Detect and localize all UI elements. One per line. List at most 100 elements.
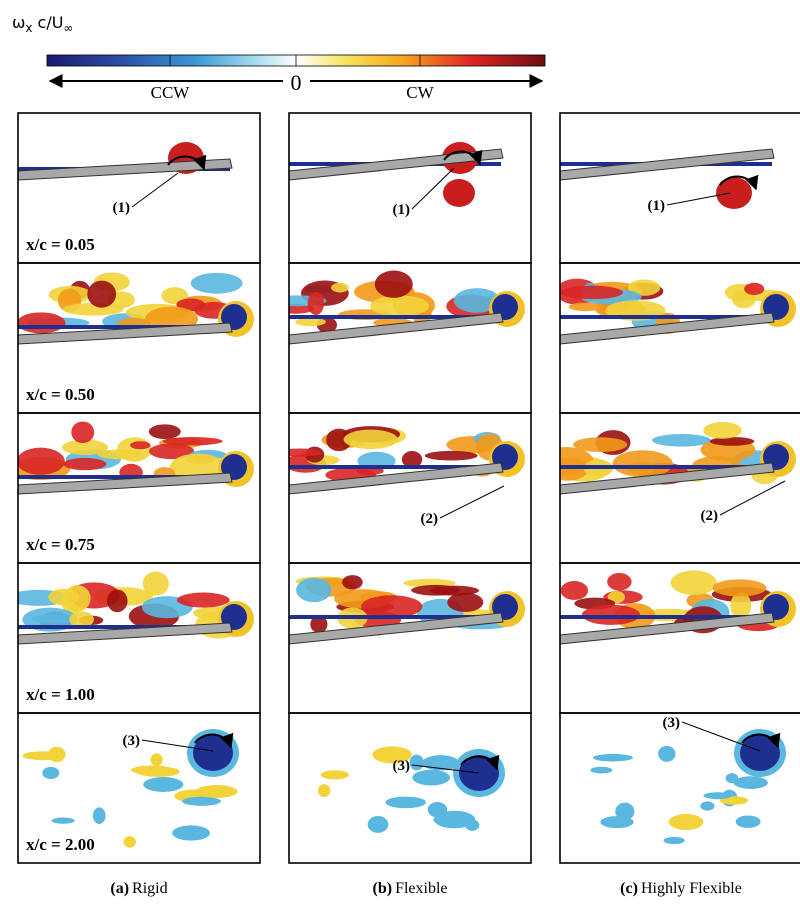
panel: (2) bbox=[279, 413, 531, 563]
blob bbox=[177, 593, 230, 608]
caption-name: Rigid bbox=[132, 880, 168, 897]
blob bbox=[130, 441, 150, 449]
column-caption: (b)Flexible bbox=[373, 880, 448, 897]
blob bbox=[658, 746, 675, 762]
blob bbox=[703, 422, 742, 439]
blob bbox=[123, 836, 135, 848]
blob bbox=[48, 747, 65, 762]
blob bbox=[143, 777, 183, 792]
panel-border bbox=[560, 113, 800, 263]
panel: x/c = 1.00 bbox=[8, 563, 260, 713]
vorticity-field bbox=[279, 426, 525, 494]
zero-label: 0 bbox=[291, 70, 302, 95]
blob bbox=[52, 818, 75, 824]
blob bbox=[64, 585, 91, 612]
blob bbox=[582, 605, 640, 625]
caption-name: Flexible bbox=[395, 880, 447, 897]
blob bbox=[425, 451, 478, 461]
blob bbox=[331, 283, 349, 293]
blob bbox=[410, 755, 424, 771]
rest-sub: ∞ bbox=[63, 21, 73, 35]
blob bbox=[669, 814, 704, 830]
vorticity-field bbox=[289, 142, 503, 207]
column-caption: (a)Rigid bbox=[110, 880, 167, 897]
panel: x/c = 0.05 (1) bbox=[18, 113, 260, 263]
blob bbox=[93, 807, 106, 824]
blob bbox=[172, 825, 210, 840]
blob bbox=[385, 797, 425, 809]
figure: ωxc/U∞ CCW 0 CW x/c = 0.05(1)(1)(1)x/c =… bbox=[0, 0, 800, 905]
blob bbox=[600, 816, 633, 828]
vorticity-field bbox=[10, 421, 254, 494]
annotation: (1) bbox=[648, 198, 666, 214]
annotation: (3) bbox=[393, 758, 411, 774]
symbol-sub: x bbox=[25, 21, 32, 35]
vorticity-field bbox=[590, 729, 786, 844]
blob bbox=[447, 593, 483, 612]
panel: x/c = 0.75 bbox=[10, 413, 260, 563]
blob bbox=[370, 295, 429, 316]
blob bbox=[664, 837, 685, 844]
annotation: (2) bbox=[421, 511, 439, 527]
blob bbox=[149, 424, 181, 439]
blob bbox=[151, 753, 163, 766]
symbol: ω bbox=[12, 13, 25, 32]
annotation: (1) bbox=[113, 200, 131, 216]
vorticity-field bbox=[537, 422, 796, 494]
vorticity-field bbox=[560, 570, 796, 644]
blob bbox=[342, 575, 363, 589]
panel: x/c = 2.00(3) bbox=[18, 713, 260, 863]
row-label: x/c = 0.05 bbox=[26, 235, 95, 254]
blob bbox=[344, 430, 398, 449]
blob bbox=[744, 283, 764, 295]
annotation: (1) bbox=[393, 202, 411, 218]
blob bbox=[107, 590, 128, 613]
blob bbox=[143, 572, 169, 596]
column-caption: (c)Highly Flexible bbox=[620, 880, 742, 897]
blob bbox=[42, 767, 59, 779]
blob bbox=[412, 770, 450, 786]
vorticity-field bbox=[289, 575, 525, 644]
caption-name: Highly Flexible bbox=[641, 880, 742, 897]
annotation: (2) bbox=[701, 508, 719, 524]
blob bbox=[63, 458, 106, 470]
vortex bbox=[443, 179, 475, 207]
blob bbox=[465, 819, 479, 831]
vorticity-field bbox=[556, 279, 796, 344]
blob bbox=[411, 585, 460, 596]
blob bbox=[561, 581, 589, 600]
blob bbox=[428, 802, 448, 817]
panel: (1) bbox=[560, 113, 800, 263]
blob bbox=[671, 570, 717, 595]
blob bbox=[163, 437, 223, 445]
colorbar-label: ωx c/U∞ bbox=[12, 13, 73, 35]
panel: x/c = 0.50 bbox=[17, 263, 260, 413]
vorticity-field bbox=[270, 271, 525, 344]
blob bbox=[368, 816, 389, 833]
symbol-rest: c/U bbox=[38, 13, 64, 32]
blob bbox=[703, 792, 731, 799]
blob bbox=[375, 271, 413, 298]
caption-tag: (a) bbox=[110, 880, 129, 897]
panel-border bbox=[289, 113, 531, 263]
cw-label: CW bbox=[406, 83, 434, 102]
vorticity-field bbox=[560, 149, 774, 209]
panel bbox=[560, 563, 800, 713]
leader-line bbox=[132, 173, 178, 207]
panel: (1) bbox=[289, 113, 531, 263]
panel: (3) bbox=[289, 713, 531, 863]
panel bbox=[556, 263, 800, 413]
blob bbox=[17, 312, 66, 333]
blob bbox=[308, 292, 324, 315]
caption-tag: (c) bbox=[620, 880, 638, 897]
blob bbox=[137, 766, 180, 776]
vorticity-field bbox=[8, 572, 254, 644]
blob bbox=[607, 573, 631, 591]
vorticity-field bbox=[18, 142, 232, 180]
vorticity-field bbox=[17, 272, 254, 344]
leader-line bbox=[440, 486, 504, 518]
leader-line bbox=[720, 481, 785, 515]
blob bbox=[361, 595, 422, 618]
blob bbox=[733, 776, 767, 789]
panel: (3) bbox=[560, 713, 800, 863]
